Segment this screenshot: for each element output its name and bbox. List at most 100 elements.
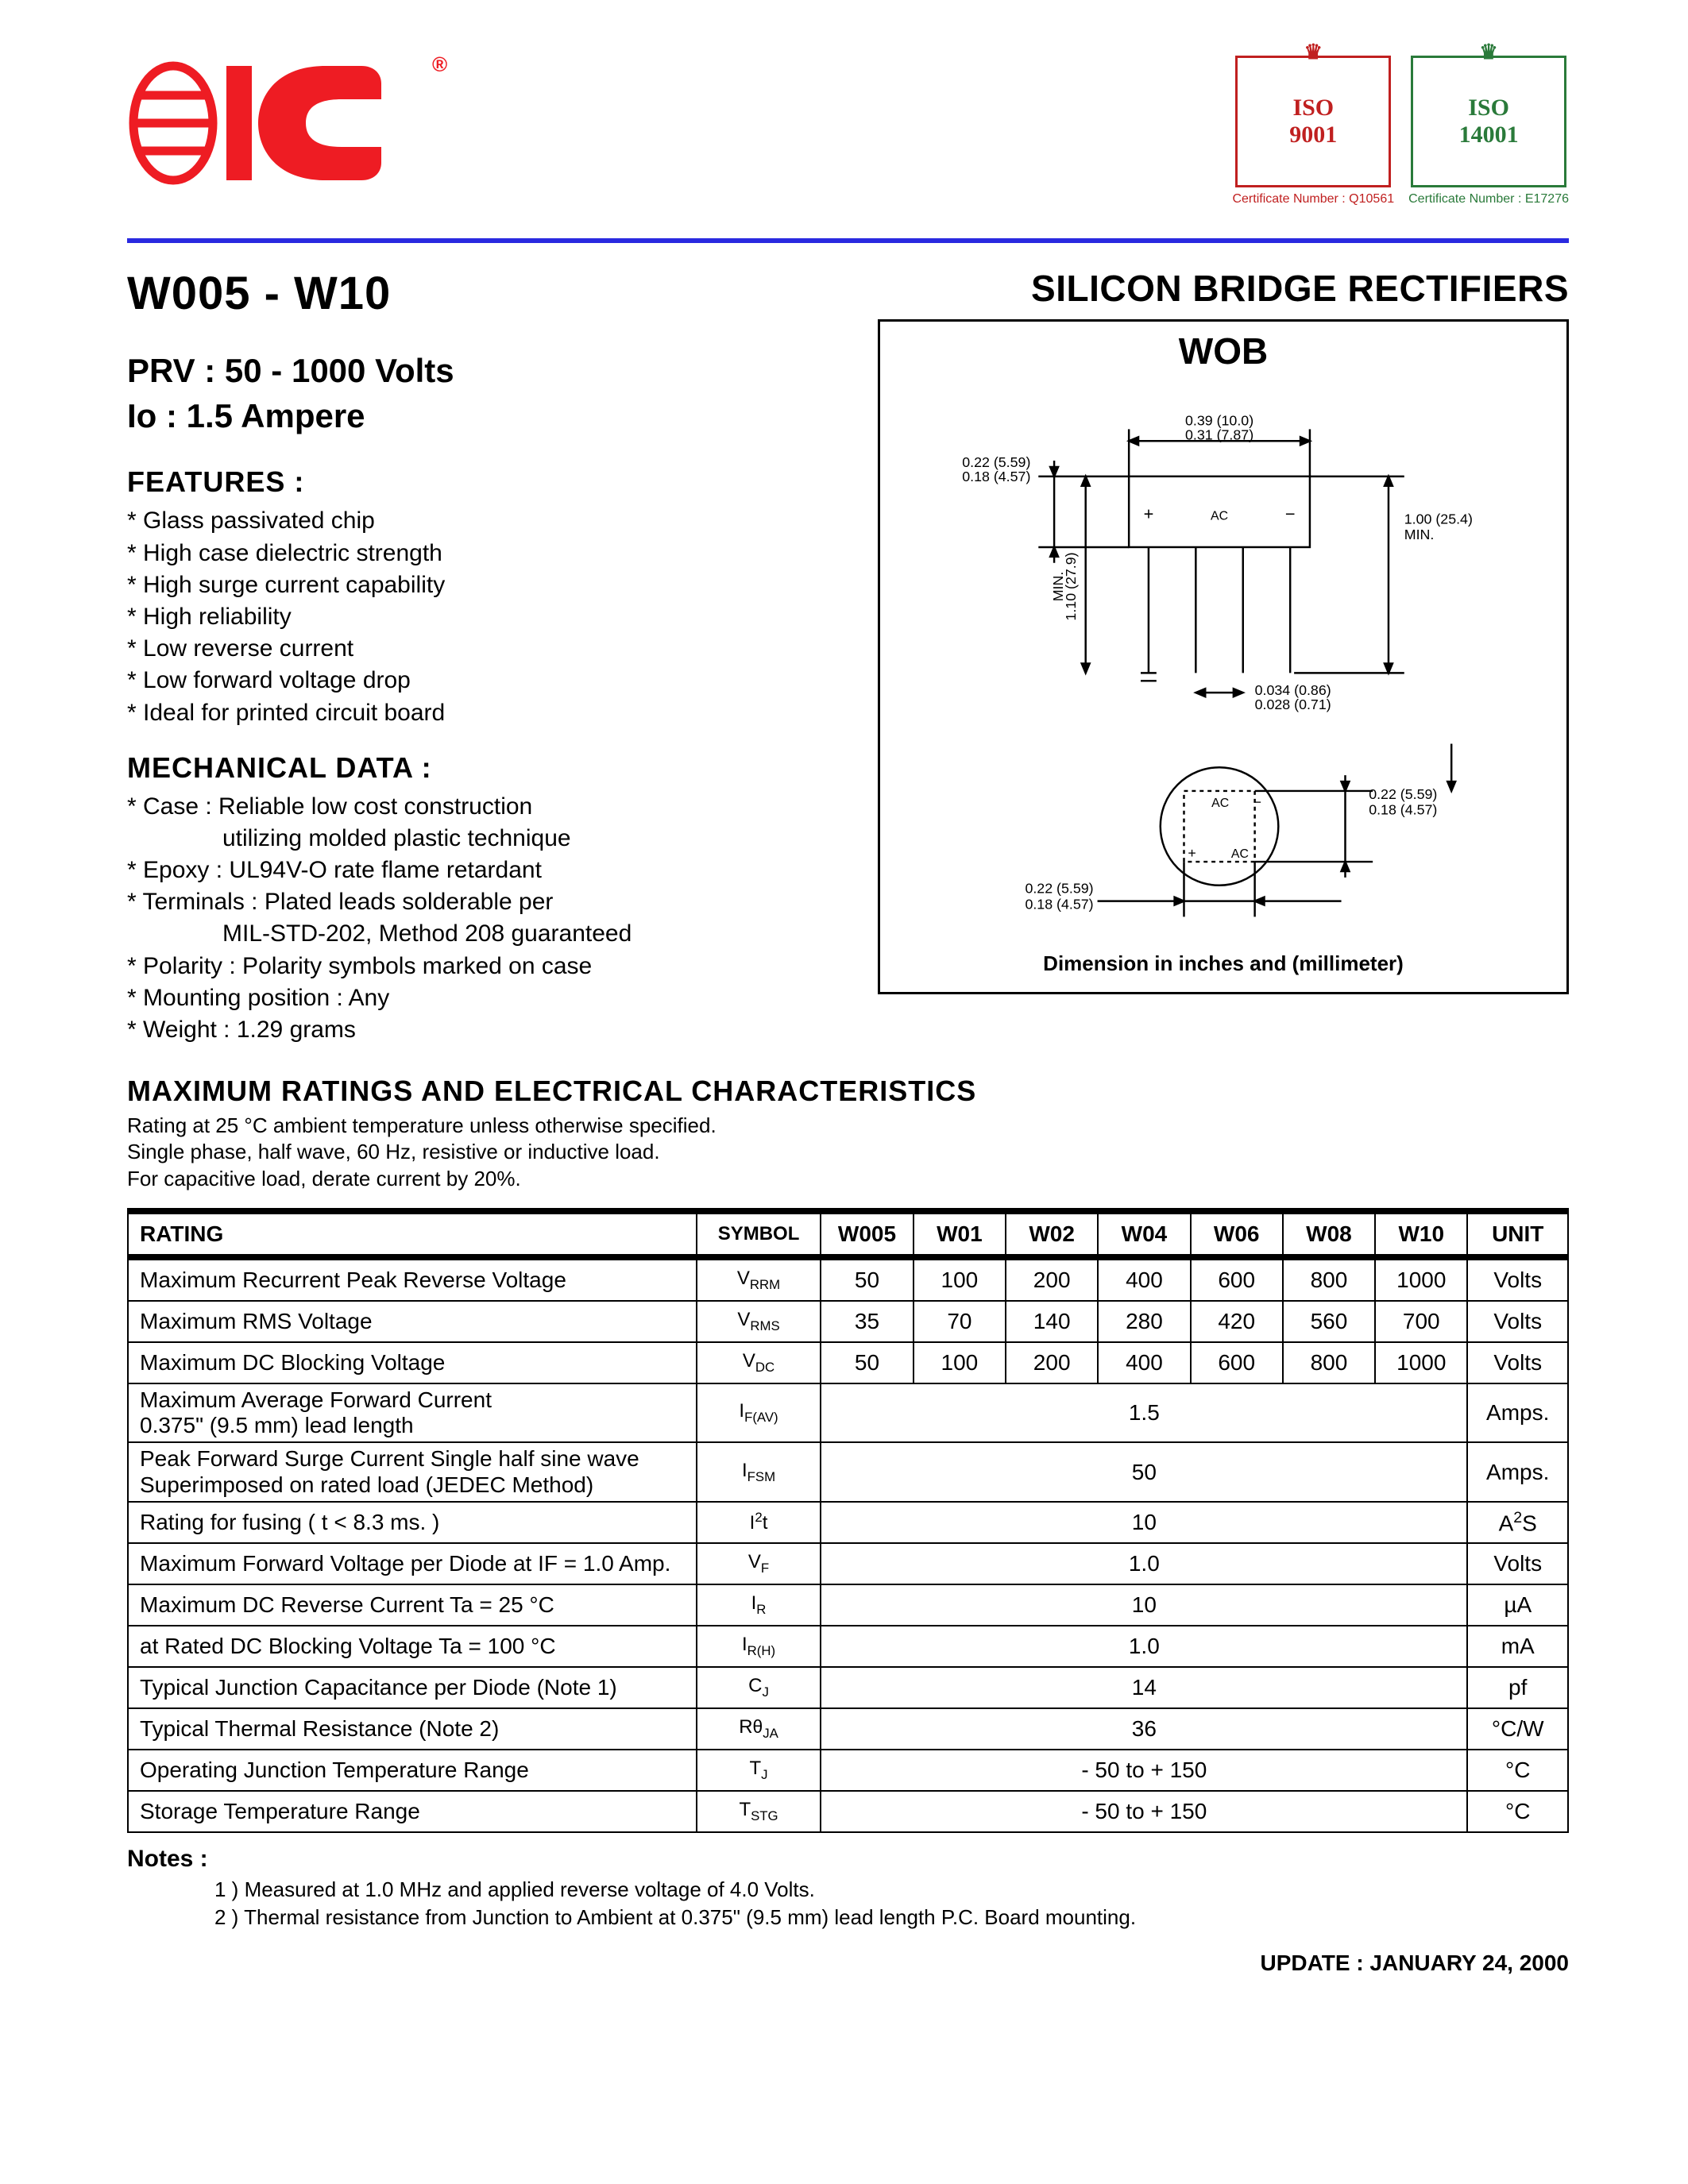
svg-text:0.18 (4.57): 0.18 (4.57) xyxy=(1369,802,1437,818)
svg-text:0.18 (4.57): 0.18 (4.57) xyxy=(1025,896,1093,912)
value-cell: 800 xyxy=(1283,1257,1375,1301)
col-head-rating: RATING xyxy=(128,1211,697,1257)
ratings-intro-line: Rating at 25 °C ambient temperature unle… xyxy=(127,1113,1569,1139)
symbol-cell: I2t xyxy=(697,1502,821,1543)
feature-item: High reliability xyxy=(127,601,818,633)
iso-14001-label: ISO 14001 xyxy=(1459,95,1519,149)
iso-9001-label: ISO 9001 xyxy=(1289,95,1337,149)
symbol-cell: IR(H) xyxy=(697,1626,821,1667)
symbol-cell: VDC xyxy=(697,1342,821,1383)
unit-cell: Volts xyxy=(1467,1342,1568,1383)
col-head-w02: W02 xyxy=(1006,1211,1098,1257)
ratings-intro: Rating at 25 °C ambient temperature unle… xyxy=(127,1113,1569,1192)
value-cell: 50 xyxy=(821,1257,914,1301)
symbol-cell: VF xyxy=(697,1543,821,1584)
table-row: Typical Thermal Resistance (Note 2)RθJA3… xyxy=(128,1708,1568,1750)
rating-cell: Operating Junction Temperature Range xyxy=(128,1750,697,1791)
value-cell: 100 xyxy=(914,1257,1006,1301)
symbol-cell: TJ xyxy=(697,1750,821,1791)
symbol-cell: VRRM xyxy=(697,1257,821,1301)
iso-14001-cert: Certificate Number : E17276 xyxy=(1408,192,1569,206)
unit-cell: Amps. xyxy=(1467,1383,1568,1442)
value-cell: 200 xyxy=(1006,1342,1098,1383)
top-content-row: W005 - W10 PRV : 50 - 1000 Volts Io : 1.… xyxy=(127,267,1569,1046)
header-rule xyxy=(127,238,1569,243)
col-head-w04: W04 xyxy=(1098,1211,1190,1257)
rating-cell: Maximum Forward Voltage per Diode at IF … xyxy=(128,1543,697,1584)
value-cell: 140 xyxy=(1006,1301,1098,1342)
rating-cell: Maximum RMS Voltage xyxy=(128,1301,697,1342)
rating-cell: Peak Forward Surge Current Single half s… xyxy=(128,1442,697,1501)
package-diagram: + AC − 0.39 (10.0) 0.31 (7.87) xyxy=(896,382,1551,948)
table-row: Typical Junction Capacitance per Diode (… xyxy=(128,1667,1568,1708)
part-number-title: W005 - W10 xyxy=(127,267,818,320)
value-span-cell: 50 xyxy=(821,1442,1467,1501)
col-head-symbol: SYMBOL xyxy=(697,1211,821,1257)
feature-item: Low reverse current xyxy=(127,633,818,665)
value-cell: 70 xyxy=(914,1301,1006,1342)
package-name: WOB xyxy=(1179,330,1268,372)
update-date: UPDATE : JANUARY 24, 2000 xyxy=(127,1951,1569,1976)
iso-14001-badge: ♛ ISO 14001 Certificate Number : E17276 xyxy=(1408,56,1569,206)
value-cell: 1000 xyxy=(1375,1342,1467,1383)
feature-item: Low forward voltage drop xyxy=(127,665,818,696)
value-cell: 1000 xyxy=(1375,1257,1467,1301)
col-head-w10: W10 xyxy=(1375,1211,1467,1257)
ratings-intro-line: Single phase, half wave, 60 Hz, resistiv… xyxy=(127,1139,1569,1165)
datasheet-page: ® ♛ ISO 9001 Certificate Number : Q10561… xyxy=(0,0,1688,2184)
note-item: 2 ) Thermal resistance from Junction to … xyxy=(214,1904,1569,1931)
svg-text:+: + xyxy=(1144,504,1154,523)
col-head-w06: W06 xyxy=(1191,1211,1283,1257)
company-logo: ® xyxy=(127,56,447,191)
symbol-cell: CJ xyxy=(697,1667,821,1708)
rating-cell: Maximum DC Reverse Current Ta = 25 °C xyxy=(128,1584,697,1626)
prv-spec: PRV : 50 - 1000 Volts xyxy=(127,349,818,394)
table-row: Storage Temperature RangeTSTG- 50 to + 1… xyxy=(128,1791,1568,1832)
mech-item: Case : Reliable low cost construction xyxy=(127,791,818,823)
rating-cell: Typical Junction Capacitance per Diode (… xyxy=(128,1667,697,1708)
mech-item: Mounting position : Any xyxy=(127,982,818,1014)
col-head-w01: W01 xyxy=(914,1211,1006,1257)
svg-text:−: − xyxy=(1253,794,1261,810)
dimension-caption: Dimension in inches and (millimeter) xyxy=(1043,951,1404,976)
svg-text:0.22 (5.59): 0.22 (5.59) xyxy=(1025,881,1093,897)
value-span-cell: 10 xyxy=(821,1584,1467,1626)
unit-cell: Amps. xyxy=(1467,1442,1568,1501)
mechanical-heading: MECHANICAL DATA : xyxy=(127,751,818,785)
rating-cell: Rating for fusing ( t < 8.3 ms. ) xyxy=(128,1502,697,1543)
unit-cell: Volts xyxy=(1467,1301,1568,1342)
table-row: Maximum Average Forward Current 0.375" (… xyxy=(128,1383,1568,1442)
mech-item: Epoxy : UL94V-O rate flame retardant xyxy=(127,855,818,886)
iso-badges: ♛ ISO 9001 Certificate Number : Q10561 ♛… xyxy=(1232,56,1569,206)
table-row: Peak Forward Surge Current Single half s… xyxy=(128,1442,1568,1501)
value-cell: 700 xyxy=(1375,1301,1467,1342)
svg-text:MIN.: MIN. xyxy=(1050,572,1066,602)
value-cell: 600 xyxy=(1191,1257,1283,1301)
unit-cell: pf xyxy=(1467,1667,1568,1708)
unit-cell: A2S xyxy=(1467,1502,1568,1543)
table-row: at Rated DC Blocking Voltage Ta = 100 °C… xyxy=(128,1626,1568,1667)
value-span-cell: 14 xyxy=(821,1667,1467,1708)
svg-text:+: + xyxy=(1188,845,1196,861)
value-cell: 35 xyxy=(821,1301,914,1342)
rating-cell: Maximum Recurrent Peak Reverse Voltage xyxy=(128,1257,697,1301)
table-row: Maximum DC Reverse Current Ta = 25 °CIR1… xyxy=(128,1584,1568,1626)
value-span-cell: 36 xyxy=(821,1708,1467,1750)
col-head-unit: UNIT xyxy=(1467,1211,1568,1257)
symbol-cell: TSTG xyxy=(697,1791,821,1832)
value-span-cell: 1.5 xyxy=(821,1383,1467,1442)
rating-cell: Maximum DC Blocking Voltage xyxy=(128,1342,697,1383)
mech-item: Polarity : Polarity symbols marked on ca… xyxy=(127,951,818,982)
eic-logo-svg xyxy=(127,56,429,191)
symbol-cell: RθJA xyxy=(697,1708,821,1750)
feature-item: High case dielectric strength xyxy=(127,538,818,569)
col-head-w005: W005 xyxy=(821,1211,914,1257)
feature-item: Glass passivated chip xyxy=(127,505,818,537)
features-heading: FEATURES : xyxy=(127,465,818,499)
iso-9001-badge: ♛ ISO 9001 Certificate Number : Q10561 xyxy=(1232,56,1394,206)
notes-list: 1 ) Measured at 1.0 MHz and applied reve… xyxy=(127,1876,1569,1931)
value-cell: 420 xyxy=(1191,1301,1283,1342)
mech-item: utilizing molded plastic technique xyxy=(127,823,818,855)
unit-cell: mA xyxy=(1467,1626,1568,1667)
svg-text:1.00 (25.4): 1.00 (25.4) xyxy=(1404,511,1473,527)
